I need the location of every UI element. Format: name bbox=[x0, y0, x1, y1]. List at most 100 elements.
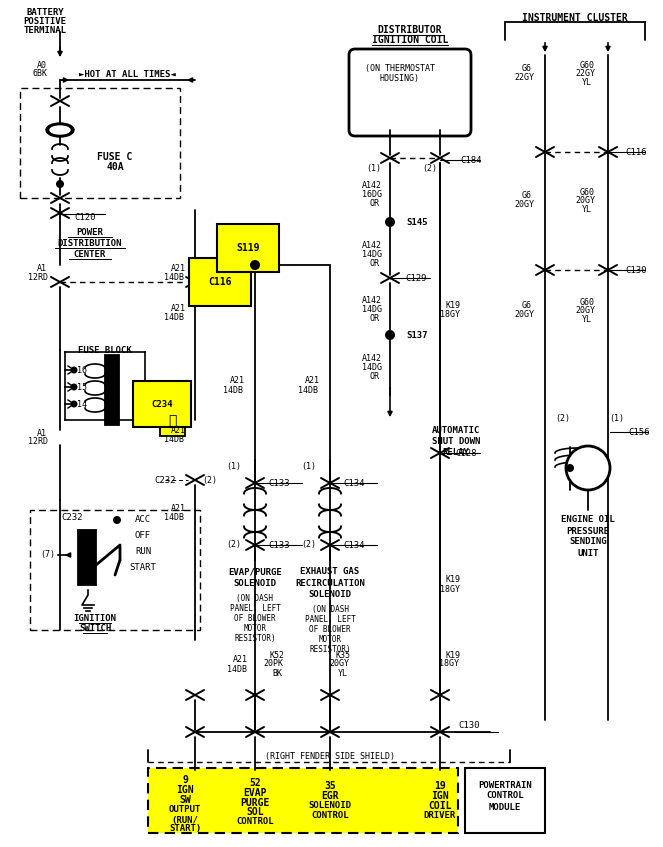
Text: C232: C232 bbox=[61, 513, 83, 523]
Text: (2): (2) bbox=[422, 163, 438, 173]
Text: PANEL, LEFT: PANEL, LEFT bbox=[229, 604, 280, 612]
Text: SOLENOID: SOLENOID bbox=[308, 801, 351, 811]
Text: 9: 9 bbox=[182, 775, 188, 785]
Text: RELAY: RELAY bbox=[443, 447, 469, 457]
Text: IGN: IGN bbox=[431, 791, 449, 801]
Text: MOTOR: MOTOR bbox=[318, 634, 341, 644]
Text: A21: A21 bbox=[170, 503, 186, 512]
Text: YL: YL bbox=[582, 77, 592, 86]
Text: HOUSING): HOUSING) bbox=[380, 74, 420, 82]
Text: 52: 52 bbox=[249, 778, 261, 788]
Text: 20GY: 20GY bbox=[575, 196, 595, 204]
Circle shape bbox=[70, 367, 78, 374]
Text: IGNITION COIL: IGNITION COIL bbox=[372, 35, 448, 45]
Text: ACC: ACC bbox=[135, 516, 151, 524]
Text: OR: OR bbox=[369, 198, 379, 208]
Text: POSITIVE: POSITIVE bbox=[23, 16, 66, 25]
Bar bbox=[20, 88, 180, 198]
Text: EVAP/PURGE: EVAP/PURGE bbox=[228, 567, 282, 577]
Text: C120: C120 bbox=[74, 213, 95, 222]
Text: (1): (1) bbox=[367, 163, 381, 173]
Text: PURGE: PURGE bbox=[240, 798, 270, 808]
Text: SWITCH: SWITCH bbox=[79, 623, 111, 633]
Text: C234: C234 bbox=[151, 400, 173, 408]
Text: G6: G6 bbox=[522, 64, 532, 73]
Text: 16DG: 16DG bbox=[362, 190, 382, 198]
Text: C134: C134 bbox=[343, 540, 365, 550]
Bar bbox=[465, 768, 545, 833]
Bar bbox=[30, 510, 200, 630]
Text: ►HOT AT ALL TIMES◄: ►HOT AT ALL TIMES◄ bbox=[79, 69, 176, 79]
Text: 14DB: 14DB bbox=[227, 665, 247, 673]
Text: 40A: 40A bbox=[106, 162, 124, 172]
Text: YL: YL bbox=[338, 668, 348, 678]
Bar bbox=[105, 355, 119, 425]
Ellipse shape bbox=[50, 126, 70, 134]
Text: IGNITION: IGNITION bbox=[74, 613, 117, 623]
Text: CONTROL: CONTROL bbox=[311, 811, 349, 821]
Text: (RIGHT FENDER SIDE SHIELD): (RIGHT FENDER SIDE SHIELD) bbox=[265, 752, 395, 761]
Text: FUSE C: FUSE C bbox=[97, 152, 133, 162]
Text: C130: C130 bbox=[625, 265, 646, 274]
Text: CONTROL: CONTROL bbox=[486, 791, 524, 800]
Text: A21: A21 bbox=[170, 303, 186, 313]
Text: (2): (2) bbox=[556, 413, 570, 423]
Text: BK: BK bbox=[272, 668, 282, 678]
Circle shape bbox=[566, 446, 610, 490]
Text: 20GY: 20GY bbox=[514, 200, 534, 208]
Text: C130: C130 bbox=[458, 722, 479, 730]
Text: UNIT: UNIT bbox=[577, 549, 599, 557]
Circle shape bbox=[566, 464, 574, 472]
Text: 20GY: 20GY bbox=[575, 306, 595, 314]
Text: OF BLOWER: OF BLOWER bbox=[309, 624, 351, 634]
Text: (1): (1) bbox=[302, 462, 316, 470]
Text: EXHAUST GAS: EXHAUST GAS bbox=[300, 567, 359, 577]
Text: MODULE: MODULE bbox=[489, 802, 521, 811]
Text: SOLENOID: SOLENOID bbox=[308, 590, 351, 599]
Text: DISTRIBUTOR: DISTRIBUTOR bbox=[378, 25, 442, 35]
Text: 18GY: 18GY bbox=[439, 660, 459, 668]
Bar bbox=[78, 530, 96, 585]
Text: TERMINAL: TERMINAL bbox=[23, 25, 66, 35]
Text: 12RD: 12RD bbox=[28, 436, 48, 446]
Text: (ON DASH: (ON DASH bbox=[237, 594, 274, 602]
Polygon shape bbox=[155, 413, 165, 427]
Text: A1: A1 bbox=[37, 263, 47, 273]
Text: 20GY: 20GY bbox=[329, 660, 349, 668]
Ellipse shape bbox=[46, 123, 74, 137]
Circle shape bbox=[250, 260, 260, 270]
Text: A21: A21 bbox=[170, 425, 186, 435]
Text: S137: S137 bbox=[406, 330, 428, 340]
Text: A21: A21 bbox=[170, 263, 186, 273]
Text: 14DB: 14DB bbox=[164, 512, 184, 522]
Text: 14DB: 14DB bbox=[164, 435, 184, 444]
Circle shape bbox=[385, 217, 395, 227]
Text: G60: G60 bbox=[579, 60, 595, 69]
Text: OR: OR bbox=[369, 258, 379, 268]
Text: RUN: RUN bbox=[135, 547, 151, 556]
Text: OFF: OFF bbox=[135, 532, 151, 540]
Text: 20PK: 20PK bbox=[263, 660, 283, 668]
Text: DISTRIBUTION: DISTRIBUTION bbox=[58, 239, 122, 247]
Text: RESISTOR): RESISTOR) bbox=[309, 645, 351, 654]
Text: (1): (1) bbox=[227, 462, 241, 470]
Text: (2): (2) bbox=[227, 540, 241, 550]
Text: OUTPUT: OUTPUT bbox=[169, 805, 201, 815]
Text: OR: OR bbox=[369, 372, 379, 380]
Text: C128: C128 bbox=[455, 449, 477, 457]
Text: 14DG: 14DG bbox=[362, 250, 382, 258]
Text: C116: C116 bbox=[625, 147, 646, 157]
Text: BATTERY: BATTERY bbox=[26, 8, 64, 16]
Text: 18GY: 18GY bbox=[440, 309, 460, 318]
Text: (ON DASH: (ON DASH bbox=[312, 605, 349, 613]
Circle shape bbox=[70, 384, 78, 390]
Text: SW: SW bbox=[179, 795, 191, 805]
Text: K19: K19 bbox=[446, 301, 461, 309]
Text: 19: 19 bbox=[434, 781, 446, 791]
Text: G60: G60 bbox=[579, 297, 595, 307]
Bar bbox=[160, 408, 185, 436]
Text: 14DB: 14DB bbox=[164, 313, 184, 322]
Text: G6: G6 bbox=[522, 301, 532, 309]
Text: 14: 14 bbox=[77, 400, 87, 408]
Text: G6: G6 bbox=[522, 191, 532, 200]
